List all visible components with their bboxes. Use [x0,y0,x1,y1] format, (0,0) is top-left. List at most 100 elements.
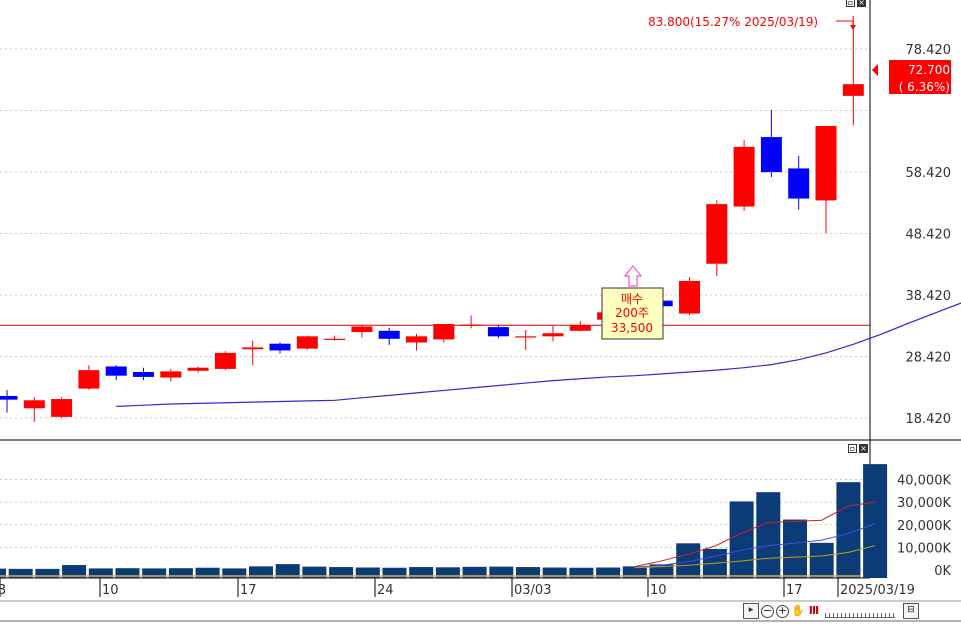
candle-body [542,333,564,337]
panel-icon[interactable]: ⊟ [903,603,919,619]
zoom-out-icon[interactable]: − [761,603,774,618]
volume-bar [489,566,514,578]
candle [242,340,264,366]
candle [105,365,127,380]
candle-body [105,366,127,376]
x-tick-label: 24 [377,583,394,598]
x-tick-label: 03/03 [514,583,551,598]
play-icon[interactable]: ▸ [743,603,759,619]
volume-bar [596,567,621,578]
candle-body [78,370,100,389]
volume-bar [435,567,460,578]
candle [760,110,782,178]
volume-bar [622,566,647,578]
candle-body [51,399,73,417]
candle-body [214,352,236,369]
volume-tick-label: 30,000K [897,496,951,511]
volume-bar [115,568,140,578]
candle [160,368,182,382]
candle [679,277,700,316]
candle-body [733,146,755,207]
candle-body [569,325,591,331]
volume-bar [222,568,247,578]
volume-bar [409,567,434,578]
candle-body [351,326,373,333]
candle [187,366,209,373]
candle-body [187,367,209,371]
volume-bar [8,568,33,578]
price-panel-maximize-icon[interactable]: ▫ [846,0,855,7]
moving-average-line [116,302,961,408]
x-tick-label: 10 [102,583,119,598]
candle-body [406,336,427,343]
candle [815,125,837,234]
candle [788,156,810,210]
volume-axis: 40,000K 30,000K 20,000K 10,000K 0K [897,474,951,580]
high-arrowhead-icon [850,25,856,30]
candle [51,397,73,419]
candle [214,351,236,371]
chart-toolbar: ▸ − + ✋ Ⅲ ⊟ [743,601,961,621]
volume-bar [783,519,807,578]
current-price-pointer-icon [872,64,878,76]
volume-ma-blue-line [634,523,876,568]
candles [0,15,864,422]
price-panel-close-icon[interactable]: × [857,0,866,7]
volume-tick-label: 0K [934,564,951,579]
volume-ma-lines [0,501,876,577]
volume-bar [516,567,540,578]
candle-body [433,324,455,340]
volume-panel-close-icon[interactable]: × [859,444,868,453]
buy-arrow-icon [623,265,643,287]
x-axis: 3 10 17 24 03/03 10 17 2025/03/19 [0,578,915,598]
candle [842,15,864,126]
candle [324,335,346,341]
volume-bar [729,501,754,578]
volume-panel-maximize-icon[interactable]: ▫ [848,444,857,453]
candle-body [269,343,291,351]
volume-bar [88,568,113,578]
candle [269,342,291,354]
volume-bar [649,564,674,578]
candle-body [760,137,782,173]
candle-body [515,336,537,338]
volume-bar [195,567,220,578]
candle [0,389,18,413]
trade-marker-price: 33,500 [611,321,653,335]
candle-body [460,324,482,326]
ma-polyline [116,302,961,408]
volume-bar [302,566,327,578]
candle [733,140,755,211]
price-axis: 78.420 58.420 48.420 38.420 28.420 18.420 [906,43,952,427]
trade-marker-label: 매수 [621,292,643,306]
candle [133,367,154,380]
price-tick-label: 38.420 [906,289,952,304]
price-tick-label: 78.420 [906,43,952,58]
high-annotation: 83.800(15.27% 2025/03/19) [648,15,818,29]
candle [406,333,427,351]
volume-bar [329,567,354,578]
trade-marker-box[interactable] [601,287,664,340]
hand-icon[interactable]: ✋ [791,604,805,617]
volume-bar [756,492,781,578]
volume-bar [275,564,300,578]
price-tick-label: 58.420 [906,166,952,181]
x-tick-label: 17 [786,583,803,598]
candle-body [706,204,728,264]
candle-body [324,338,346,340]
x-tick-label: 3 [0,583,6,598]
candle [542,325,564,342]
volume-bar [542,567,567,578]
volume-ma-orange-line [634,545,876,569]
candle [515,330,537,350]
candle [23,397,45,422]
price-tick-label: 18.420 [906,412,952,427]
x-tick-label: 10 [650,583,667,598]
zoom-slider[interactable] [825,605,895,618]
candle [378,327,400,345]
zoom-in-icon[interactable]: + [776,603,789,618]
bars-icon[interactable]: Ⅲ [808,604,820,617]
x-tick-label: 2025/03/19 [840,583,915,598]
volume-tick-label: 10,000K [897,541,951,556]
